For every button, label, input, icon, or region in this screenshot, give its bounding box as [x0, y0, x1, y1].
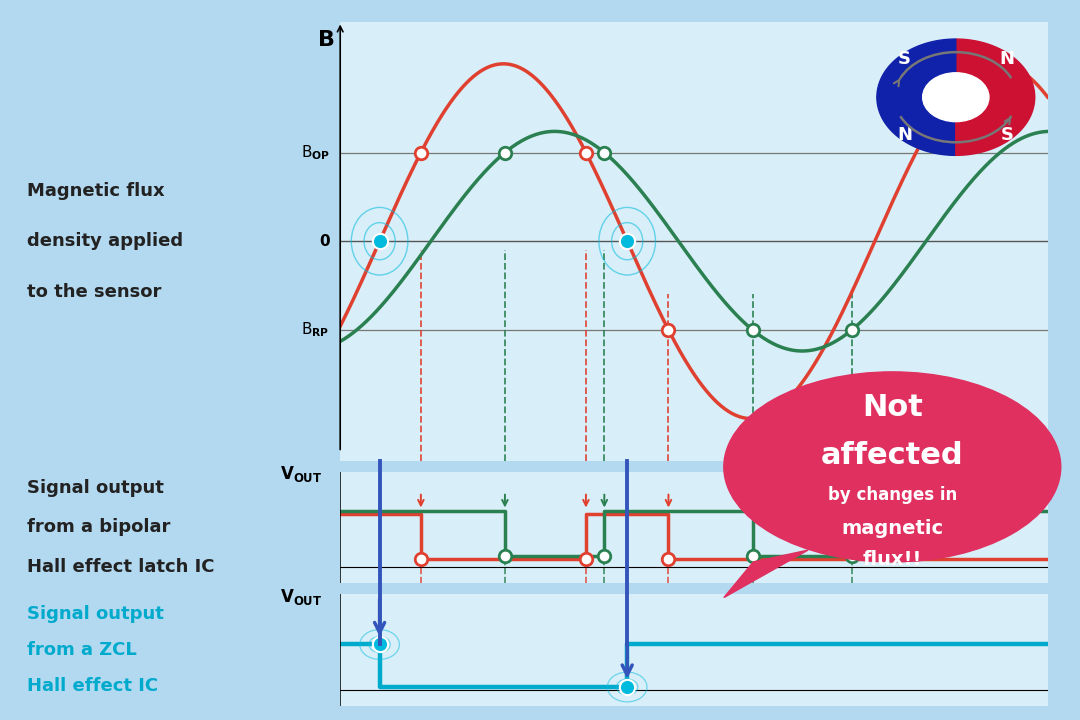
- Text: to the sensor: to the sensor: [27, 282, 161, 301]
- Text: density applied: density applied: [27, 232, 184, 250]
- Text: S: S: [1000, 126, 1014, 144]
- Text: 0: 0: [319, 234, 329, 248]
- Text: Signal output: Signal output: [27, 605, 164, 623]
- Text: B$_{\mathbf{OP}}$: B$_{\mathbf{OP}}$: [300, 143, 329, 162]
- Polygon shape: [877, 97, 956, 156]
- Text: flux!!: flux!!: [863, 550, 922, 569]
- Text: Hall effect IC: Hall effect IC: [27, 677, 158, 695]
- Text: S: S: [897, 50, 912, 68]
- Text: B: B: [318, 30, 335, 50]
- Polygon shape: [724, 550, 808, 598]
- Text: N: N: [1000, 50, 1014, 68]
- Text: N: N: [897, 126, 912, 144]
- Text: by changes in: by changes in: [827, 487, 957, 505]
- Text: magnetic: magnetic: [841, 519, 943, 538]
- Polygon shape: [877, 39, 956, 97]
- Text: $\mathbf{V_{OUT}}$: $\mathbf{V_{OUT}}$: [280, 587, 323, 607]
- Text: Hall effect latch IC: Hall effect latch IC: [27, 558, 215, 576]
- Text: Not: Not: [862, 393, 922, 422]
- Text: B$_{\mathbf{RP}}$: B$_{\mathbf{RP}}$: [301, 320, 329, 339]
- Circle shape: [922, 73, 989, 122]
- Polygon shape: [956, 97, 1035, 156]
- Circle shape: [724, 372, 1061, 562]
- Text: $\mathbf{V_{OUT}}$: $\mathbf{V_{OUT}}$: [280, 464, 323, 485]
- Text: Magnetic flux: Magnetic flux: [27, 181, 164, 199]
- Text: from a ZCL: from a ZCL: [27, 641, 137, 659]
- Text: Signal output: Signal output: [27, 479, 164, 497]
- Polygon shape: [956, 39, 1035, 97]
- Text: affected: affected: [821, 441, 963, 469]
- Text: from a bipolar: from a bipolar: [27, 518, 171, 536]
